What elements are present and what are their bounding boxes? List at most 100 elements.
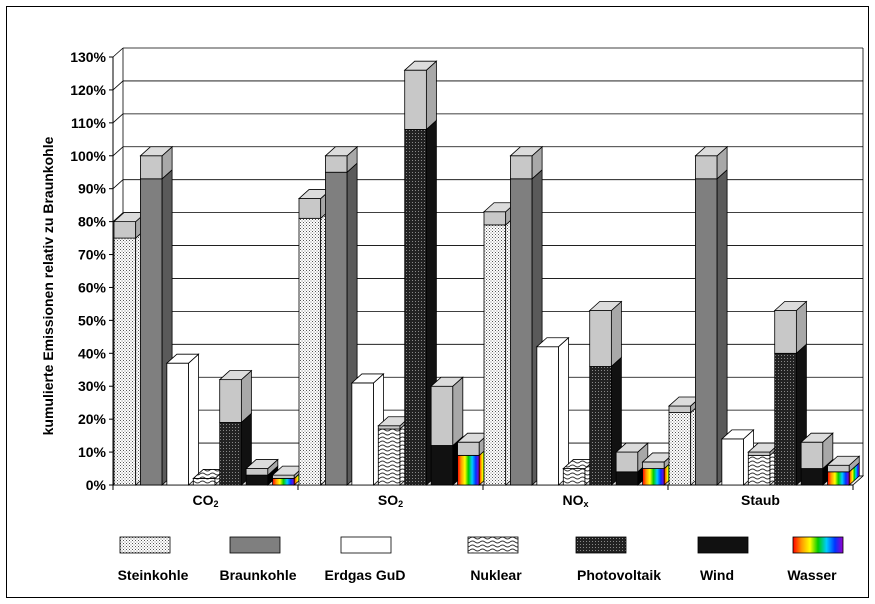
bar-cap-front [695,155,718,180]
bar-white-top [165,353,200,364]
legend-swatch-crosshatch [575,536,627,554]
bar-cap-top [694,146,729,157]
bar-cap-front [827,464,850,473]
legend-swatch-rainbow [792,536,844,554]
y-tick-label: 20% [78,411,107,427]
bar-white-side [558,336,569,486]
bar-cap-side [452,376,464,447]
bar-dots-front [113,237,137,486]
bar-cap-front [457,441,480,456]
bar-cap-front [272,474,295,479]
bar-white-front [536,346,559,486]
bar-cap-front [377,425,401,430]
bar-cap-front [510,155,533,180]
bar-white-front [721,438,744,486]
bar-cap-top [139,146,174,157]
side-wall-line [112,113,124,124]
legend-label: Steinkohle [118,567,189,583]
legend-label: Erdgas GuD [325,567,406,583]
y-axis-label: kumulierte Emissionen relativ zu Braunko… [40,136,56,435]
bar-crosshatch-front [404,129,427,486]
side-wall-line [112,146,124,157]
bar-cap-top [430,376,464,387]
bar-cap-top [218,370,253,381]
legend-swatch-black [697,536,749,554]
legend-swatch-waves [467,536,519,554]
bar-cap-front [404,69,427,130]
bar-white-top [350,373,385,384]
legend-label: Photovoltaik [577,567,661,583]
side-wall-line [112,179,124,189]
y-tick-label: 50% [78,312,107,328]
bar-cap-front [483,211,507,226]
y-tick-label: 40% [78,345,107,361]
chart-frame [6,6,869,598]
bar-white-front [351,382,374,486]
y-tick-label: 110% [71,115,107,131]
legend: Steinkohle Braunkohle Erdgas GuD Nuklear Pho… [118,536,844,583]
bar-cap-side [610,300,622,368]
bar-grey-front [325,171,348,486]
bar-cap-top [324,146,359,157]
y-tick-label: 0% [86,477,107,493]
bar-cap-front [642,461,665,469]
bar-waves-front [747,454,771,486]
bar-rainbow-front [272,478,295,486]
bar-black-front [430,445,454,486]
y-tick-label: 80% [78,214,107,230]
side-wall-line [112,212,124,222]
bar-dots-front [298,217,322,486]
bar-grey-front [140,178,163,486]
bar-white-side [188,353,199,486]
bar-cap-front [113,221,137,239]
y-tick-label: 70% [78,247,107,263]
bar-cap-top [509,146,544,157]
bar-cap-top [800,432,834,443]
bar-cap-front [615,451,639,473]
y-tick-label: 100% [70,148,106,164]
bar-grey-front [510,178,533,486]
bar-waves-front [562,468,586,486]
bar-cap-top [826,455,861,466]
bar-black-front [615,471,639,486]
side-wall-line [112,80,124,91]
bar-cap-front [747,451,771,456]
legend-label: Wasser [787,567,837,583]
bar-crosshatch-front [774,352,797,486]
bar-cap-front [245,468,269,476]
bar-cap-front [800,441,824,469]
bar-cap-front [325,155,348,173]
bar-waves-front [377,428,401,486]
y-tick-label: 30% [78,378,107,394]
side-wall-line [112,47,124,58]
bar-rainbow-front [457,454,480,486]
bar-white-front [166,362,189,486]
bar-dots-front [668,412,692,486]
legend-swatch-dots [119,536,171,554]
bar-cap-top [588,301,623,311]
bar-cap-front [774,310,797,354]
bar-white-top [720,429,755,440]
bar-rainbow-front [642,468,665,486]
bar-cap-top [773,301,808,311]
y-tick-label: 60% [78,279,107,295]
bar-cap-front [589,310,612,367]
x-tick-label: SO2 [378,492,403,509]
legend-swatch-grey [229,536,281,554]
bar-rainbow-front [827,471,850,486]
plot-area: 0% 10% 20% 30% 40% 50% 60% 70% 80% 90% 100% 110% 120… [70,47,865,509]
bar-crosshatch-front [219,422,242,486]
y-tick-label: 120% [70,82,106,98]
y-tick-label: 130% [70,49,106,65]
legend-label: Braunkohle [219,567,296,583]
bar-crosshatch-front [589,366,612,486]
bar-cap-top [403,60,438,71]
bar-black-front [245,474,269,486]
bar-cap-front [430,385,454,446]
legend-label: Wind [700,567,734,583]
bar-cap-side [425,60,437,131]
bar-grey-front [695,178,718,486]
bar-cap-front [668,405,692,413]
y-tick-label: 90% [78,181,107,197]
